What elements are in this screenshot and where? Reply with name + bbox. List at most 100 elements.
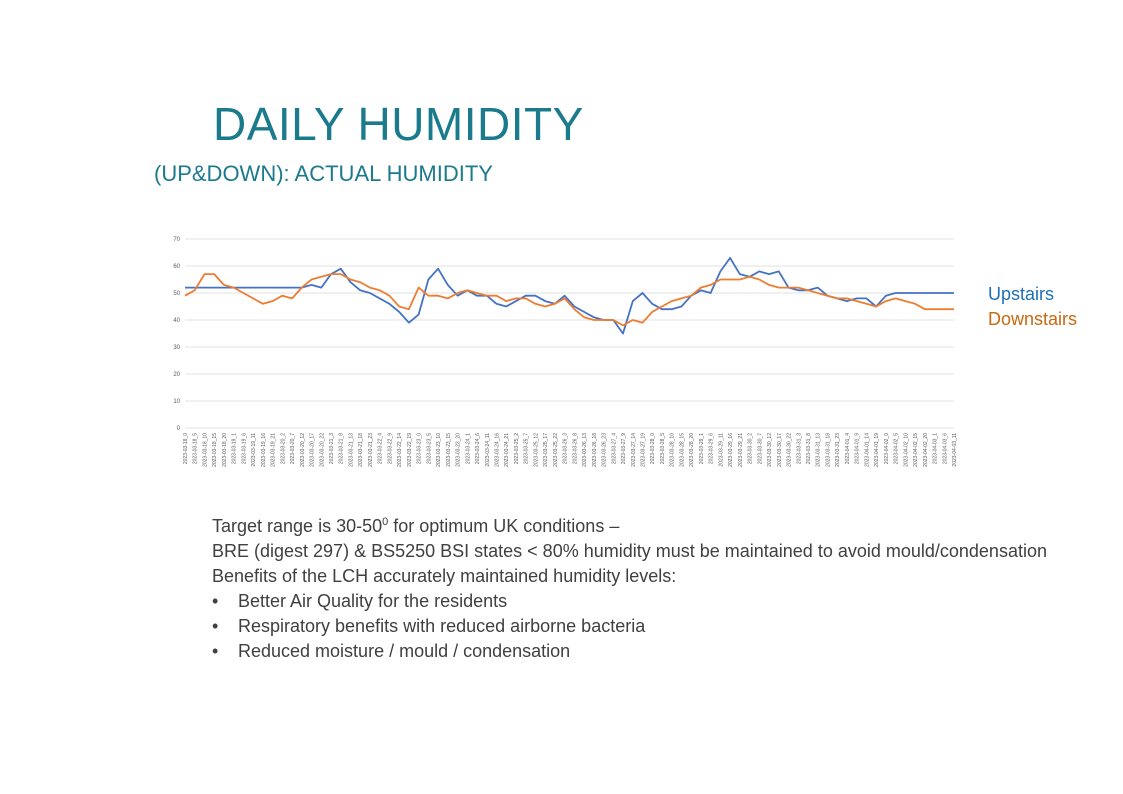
x-tick-label: 2023-03-29_21 xyxy=(738,433,744,467)
x-tick-label: 2023-03-30_17 xyxy=(777,433,783,467)
y-tick-label: 60 xyxy=(173,264,180,270)
x-tick-label: 2023-03-31_13 xyxy=(816,433,822,467)
x-tick-label: 2023-03-28_15 xyxy=(679,433,685,467)
x-tick-label: 2023-04-02_20 xyxy=(923,433,929,467)
x-tick-label: 2023-04-01_9 xyxy=(855,433,861,464)
x-tick-label: 2023-03-29_11 xyxy=(718,433,724,467)
x-tick-label: 2023-04-02_15 xyxy=(913,433,919,467)
x-tick-label: 2023-03-20_7 xyxy=(290,433,296,464)
x-tick-label: 2023-03-31_3 xyxy=(796,433,802,464)
x-tick-label: 2023-03-28_0 xyxy=(650,433,656,464)
x-tick-label: 2023-03-31_8 xyxy=(806,433,812,464)
legend-upstairs: Upstairs xyxy=(988,284,1055,304)
x-tick-label: 2023-03-25_22 xyxy=(553,433,559,467)
x-tick-label: 2023-03-19_6 xyxy=(241,433,247,464)
degree-superscript: 0 xyxy=(382,516,389,528)
x-tick-label: 2023-03-29_1 xyxy=(699,433,705,464)
x-tick-label: 2023-03-30_12 xyxy=(767,433,773,467)
x-tick-label: 2023-03-21_23 xyxy=(368,433,374,467)
x-tick-label: 2023-03-24_11 xyxy=(485,433,491,467)
x-tick-label: 2023-03-20_17 xyxy=(310,433,316,467)
x-tick-label: 2023-03-18_15 xyxy=(212,433,218,467)
x-tick-label: 2023-04-02_5 xyxy=(894,433,900,464)
x-tick-label: 2023-03-22_4 xyxy=(378,433,384,464)
y-tick-label: 0 xyxy=(177,426,181,432)
x-tick-label: 2023-03-30_7 xyxy=(757,433,763,464)
bullet-icon: • xyxy=(212,591,219,611)
x-tick-label: 2023-03-26_13 xyxy=(582,433,588,467)
x-tick-label: 2023-03-27_4 xyxy=(611,433,617,464)
x-tick-label: 2023-04-03_11 xyxy=(952,433,958,467)
benefits-heading: Benefits of the LCH accurately maintaine… xyxy=(212,566,677,586)
x-tick-label: 2023-03-20_2 xyxy=(280,433,286,464)
bullet-icon: • xyxy=(212,641,219,661)
x-tick-label: 2023-03-25_7 xyxy=(524,433,530,464)
x-tick-label: 2023-03-22_19 xyxy=(407,433,413,467)
x-tick-label: 2023-04-01_4 xyxy=(845,433,851,464)
x-tick-label: 2023-03-26_3 xyxy=(563,433,569,464)
y-tick-label: 50 xyxy=(173,291,180,297)
x-tick-label: 2023-03-26_23 xyxy=(602,433,608,467)
x-tick-label: 2023-03-29_6 xyxy=(709,433,715,464)
x-tick-label: 2023-04-02_10 xyxy=(903,433,909,467)
benefits-list: • Better Air Quality for the residents • R… xyxy=(212,589,1047,664)
x-tick-label: 2023-03-22_14 xyxy=(397,433,403,467)
benefit-item: • Better Air Quality for the residents xyxy=(212,589,1047,614)
x-tick-label: 2023-03-28_10 xyxy=(670,433,676,467)
target-range-text: Target range is 30-500 for optimum UK co… xyxy=(212,516,620,536)
x-tick-label: 2023-03-19_21 xyxy=(271,433,277,467)
slide-title: DAILY HUMIDITY xyxy=(213,98,584,150)
x-tick-label: 2023-03-18_10 xyxy=(202,433,208,467)
x-tick-label: 2023-03-26_18 xyxy=(592,433,598,467)
x-tick-label: 2023-03-21_13 xyxy=(348,433,354,467)
legend-downstairs: Downstairs xyxy=(988,309,1078,329)
x-tick-label: 2023-03-20_12 xyxy=(300,433,306,467)
y-tick-label: 30 xyxy=(173,345,180,351)
x-tick-label: 2023-03-18_20 xyxy=(222,433,228,467)
x-tick-label: 2023-03-24_1 xyxy=(465,433,471,464)
notes-block: Target range is 30-500 for optimum UK co… xyxy=(212,510,1047,664)
x-tick-label: 2023-03-19_16 xyxy=(261,433,267,467)
x-tick-label: 2023-03-24_16 xyxy=(494,433,500,467)
x-tick-label: 2023-04-03_1 xyxy=(933,433,939,464)
standards-text: BRE (digest 297) & BS5250 BSI states < 8… xyxy=(212,541,1047,561)
x-tick-label: 2023-03-23_5 xyxy=(426,433,432,464)
y-tick-label: 40 xyxy=(173,318,180,324)
x-tick-label: 2023-03-30_22 xyxy=(787,433,793,467)
x-tick-label: 2023-03-22_9 xyxy=(387,433,393,464)
x-tick-label: 2023-03-29_16 xyxy=(728,433,734,467)
y-tick-label: 20 xyxy=(173,372,180,378)
x-tick-label: 2023-03-24_6 xyxy=(475,433,481,464)
bullet-icon: • xyxy=(212,616,219,636)
x-tick-label: 2023-03-23_20 xyxy=(456,433,462,467)
y-tick-label: 70 xyxy=(173,237,180,243)
x-tick-label: 2023-03-20_22 xyxy=(319,433,325,467)
x-tick-label: 2023-03-25_12 xyxy=(533,433,539,467)
x-tick-label: 2023-03-30_2 xyxy=(748,433,754,464)
x-tick-label: 2023-03-21_18 xyxy=(358,433,364,467)
x-tick-label: 2023-03-27_14 xyxy=(631,433,637,467)
x-tick-label: 2023-03-23_10 xyxy=(436,433,442,467)
x-tick-label: 2023-04-01_14 xyxy=(864,433,870,467)
series-line-downstairs xyxy=(184,273,954,327)
x-tick-label: 2023-03-27_19 xyxy=(641,433,647,467)
benefit-item: • Reduced moisture / mould / condensation xyxy=(212,639,1047,664)
y-tick-label: 10 xyxy=(173,399,180,405)
x-tick-label: 2023-03-18_0 xyxy=(183,433,189,464)
x-tick-label: 2023-03-19_11 xyxy=(251,433,257,467)
x-tick-label: 2023-03-31_18 xyxy=(825,433,831,467)
x-tick-label: 2023-03-23_15 xyxy=(446,433,452,467)
x-tick-label: 2023-03-21_3 xyxy=(329,433,335,464)
x-tick-label: 2023-03-21_8 xyxy=(339,433,345,464)
x-tick-label: 2023-03-25_17 xyxy=(543,433,549,467)
benefit-item: • Respiratory benefits with reduced airbo… xyxy=(212,614,1047,639)
x-tick-label: 2023-04-03_6 xyxy=(942,433,948,464)
x-tick-label: 2023-03-31_23 xyxy=(835,433,841,467)
x-tick-label: 2023-03-26_8 xyxy=(572,433,578,464)
series-line-upstairs xyxy=(185,256,954,335)
x-tick-label: 2023-03-28_5 xyxy=(660,433,666,464)
x-tick-label: 2023-03-24_21 xyxy=(504,433,510,467)
x-tick-label: 2023-03-18_5 xyxy=(193,433,199,464)
x-tick-label: 2023-03-25_2 xyxy=(514,433,520,464)
